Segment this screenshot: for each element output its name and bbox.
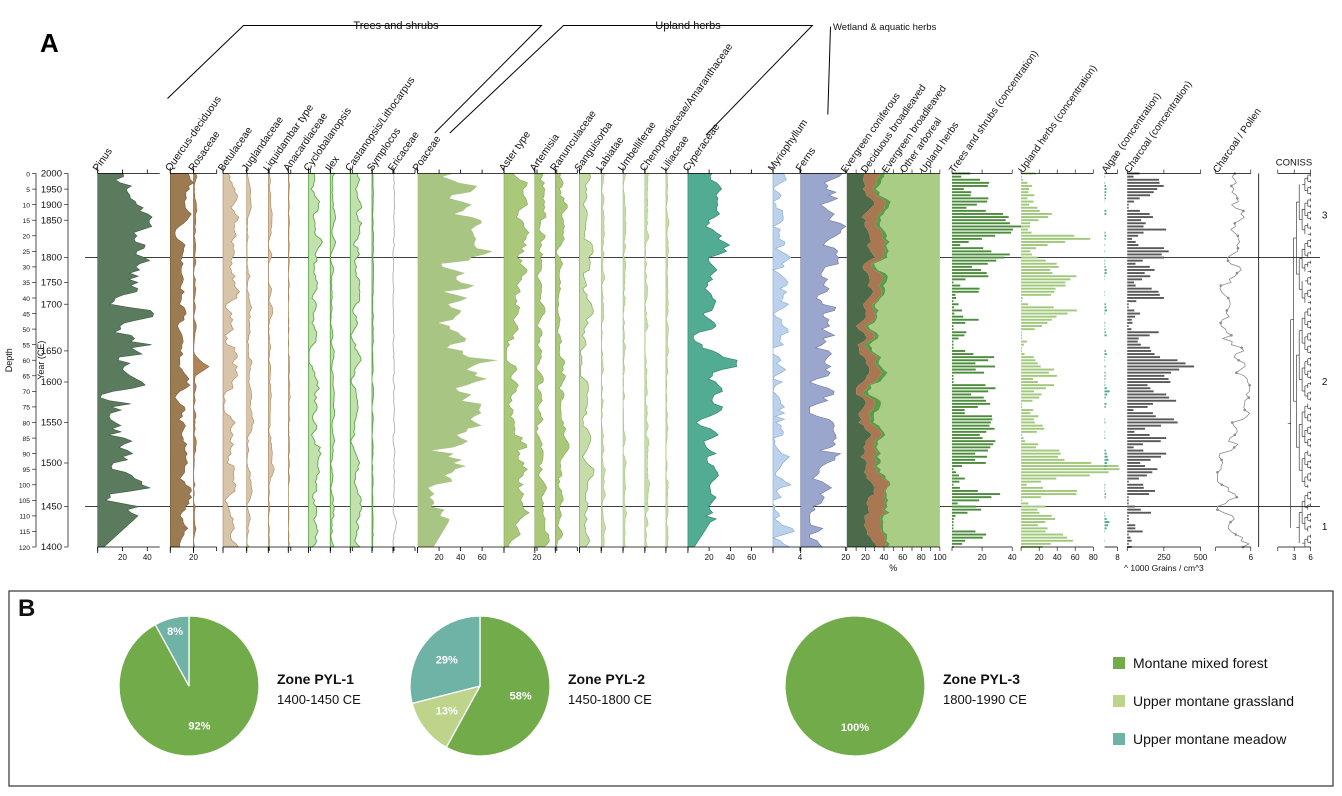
svg-text:Montane mixed forest: Montane mixed forest [1133, 655, 1268, 671]
svg-text:1800-1990 CE: 1800-1990 CE [943, 692, 1027, 707]
svg-text:92%: 92% [188, 721, 210, 733]
svg-text:58%: 58% [510, 690, 532, 702]
svg-text:Upper montane grassland: Upper montane grassland [1133, 693, 1294, 709]
svg-text:100%: 100% [841, 722, 869, 734]
svg-text:Zone PYL-2: Zone PYL-2 [568, 671, 645, 687]
svg-text:13%: 13% [436, 706, 458, 718]
svg-text:Upper montane meadow: Upper montane meadow [1133, 731, 1287, 747]
svg-text:1400-1450 CE: 1400-1450 CE [277, 692, 361, 707]
svg-text:1450-1800 CE: 1450-1800 CE [568, 692, 652, 707]
svg-text:Zone PYL-1: Zone PYL-1 [277, 671, 354, 687]
svg-text:29%: 29% [436, 654, 458, 666]
svg-text:B: B [18, 595, 35, 622]
svg-text:8%: 8% [167, 626, 183, 638]
svg-text:Zone PYL-3: Zone PYL-3 [943, 671, 1020, 687]
